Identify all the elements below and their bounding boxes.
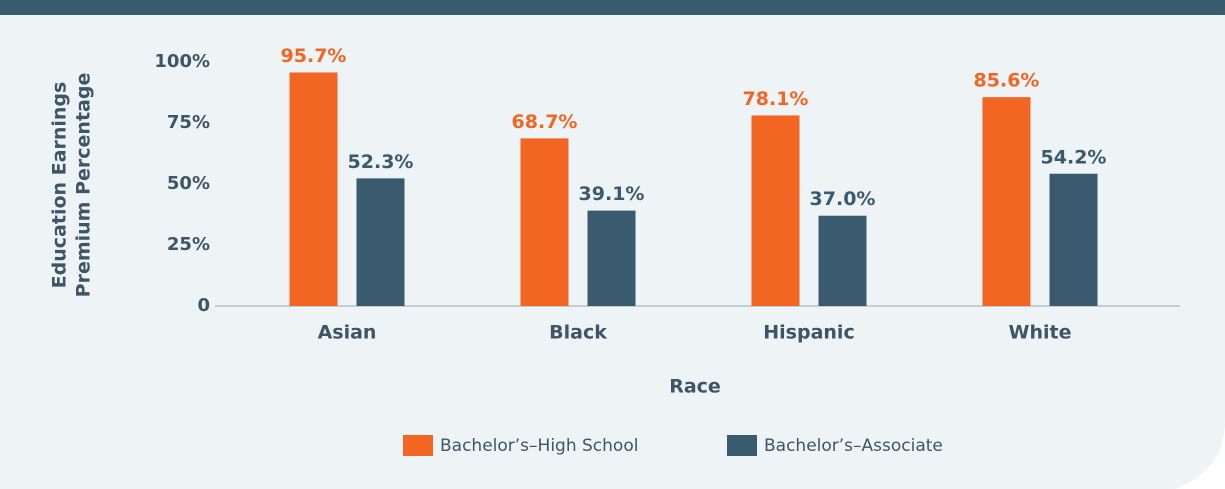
value-label: 52.3% (348, 151, 414, 173)
bar (818, 215, 867, 306)
x-axis-title: Race (669, 376, 721, 398)
value-label: 39.1% (579, 183, 645, 205)
bar (356, 178, 405, 306)
y-axis-title-line: Premium Percentage (73, 73, 95, 298)
bar (751, 115, 800, 306)
y-tick-label: 0 (197, 295, 210, 316)
legend-swatch (403, 435, 433, 456)
bar (520, 138, 569, 306)
y-tick-label: 75% (167, 112, 210, 133)
x-tick-label: Asian (318, 322, 377, 344)
corner (1175, 420, 1225, 489)
legend-label: Bachelor’s–Associate (764, 436, 943, 456)
value-label: 37.0% (810, 188, 876, 210)
legend-label: Bachelor’s–High School (440, 436, 638, 456)
y-tick-label: 50% (167, 173, 210, 194)
bar (587, 210, 636, 306)
y-axis-title-line: Education Earnings (49, 82, 71, 289)
y-tick-label: 25% (167, 234, 210, 255)
x-tick-label: Hispanic (763, 322, 854, 344)
x-tick-label: White (1009, 322, 1072, 344)
y-tick-label: 100% (154, 51, 210, 72)
legend-swatch (727, 435, 757, 456)
x-tick-label: Black (549, 322, 607, 344)
y-axis-title: Education Earnings Premium Percentage (49, 73, 95, 298)
bar (1049, 173, 1098, 306)
bar (289, 72, 338, 306)
value-label: 85.6% (974, 70, 1040, 92)
value-label: 78.1% (743, 88, 809, 110)
value-label: 68.7% (512, 111, 578, 133)
top-band (0, 0, 1225, 15)
bar (982, 97, 1031, 306)
value-label: 54.2% (1041, 146, 1107, 168)
value-label: 95.7% (281, 45, 347, 67)
